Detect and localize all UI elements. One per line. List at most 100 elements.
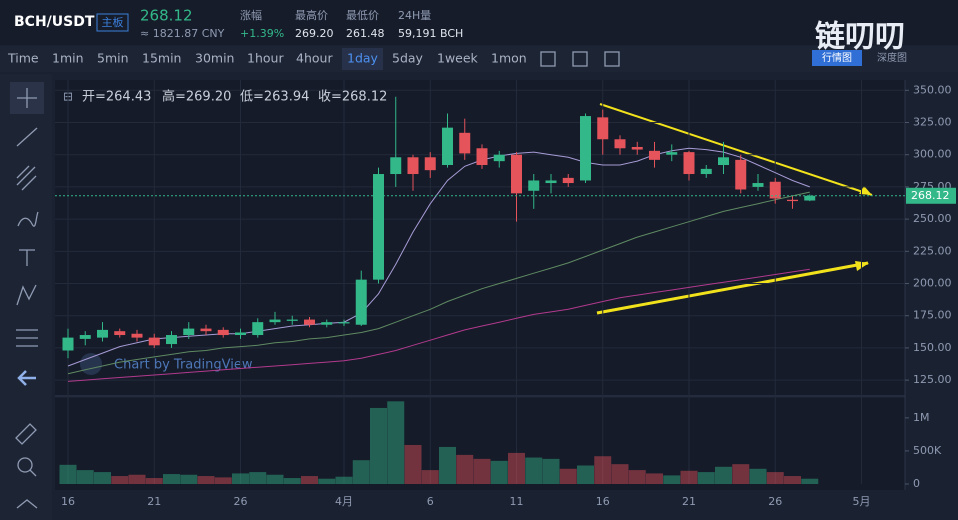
interval[interactable]: 1hour bbox=[247, 51, 284, 66]
brush-icon[interactable] bbox=[17, 211, 39, 227]
candle-body bbox=[769, 181, 781, 199]
candle-body bbox=[545, 180, 557, 184]
volume-bar bbox=[145, 478, 163, 484]
text-icon[interactable] bbox=[19, 249, 35, 266]
interval[interactable]: 15min bbox=[142, 51, 181, 66]
stat-value: +1.39% bbox=[240, 27, 284, 40]
x-tick-label: 6 bbox=[427, 495, 434, 508]
candle-body bbox=[269, 319, 281, 323]
volume-bar bbox=[214, 477, 232, 484]
volume-bar bbox=[525, 457, 543, 484]
toolbar-icon[interactable] bbox=[540, 51, 556, 67]
candle-body bbox=[718, 157, 729, 166]
x-tick-label: 21 bbox=[147, 495, 161, 508]
stat-value: 261.48 bbox=[346, 27, 385, 40]
candle-body bbox=[735, 159, 747, 190]
tools bbox=[10, 82, 44, 509]
stat-value: 59,191 BCH bbox=[398, 27, 463, 40]
interval[interactable]: Time bbox=[7, 51, 39, 66]
tab-active[interactable] bbox=[812, 50, 862, 66]
candle-body bbox=[252, 322, 264, 336]
pattern-icon[interactable] bbox=[16, 284, 37, 306]
line-icon[interactable] bbox=[16, 127, 38, 147]
zoom-icon[interactable] bbox=[17, 457, 33, 473]
y-tick-label: 325.00 bbox=[913, 116, 952, 129]
volume-bar bbox=[266, 474, 284, 484]
interval[interactable]: 5day bbox=[392, 51, 424, 66]
ohlc-legend: 开=264.43 bbox=[82, 90, 151, 105]
tab[interactable]: 深度图 bbox=[877, 51, 907, 64]
x-tick-label: 5月 bbox=[853, 495, 871, 508]
pair: BCH/USDT bbox=[14, 14, 95, 30]
y-tick-label: 150.00 bbox=[913, 341, 952, 354]
candle-body bbox=[235, 332, 246, 336]
volume-bar bbox=[594, 456, 612, 484]
interval[interactable]: 30min bbox=[195, 51, 234, 66]
volume-bar bbox=[508, 452, 525, 484]
candle-body bbox=[752, 183, 764, 187]
volume-bar bbox=[456, 454, 474, 484]
volume-bar bbox=[697, 472, 715, 484]
candle-body bbox=[407, 157, 419, 175]
interval[interactable]: 1week bbox=[437, 51, 479, 66]
x-tick-label: 26 bbox=[768, 495, 782, 508]
volume-tick-label: 500K bbox=[913, 444, 942, 457]
candle-body bbox=[373, 174, 384, 280]
interval[interactable]: 1mon bbox=[491, 51, 527, 66]
board: 主板 bbox=[102, 15, 124, 29]
crosshair-icon[interactable] bbox=[17, 88, 37, 108]
measure-lines-icon[interactable] bbox=[16, 329, 38, 347]
candle-body bbox=[321, 322, 333, 325]
ruler-icon[interactable] bbox=[15, 423, 37, 445]
tab[interactable]: 行情图 bbox=[822, 51, 852, 64]
x-tick-label: 11 bbox=[510, 495, 524, 508]
volume-bar bbox=[301, 476, 318, 484]
candle-body bbox=[286, 319, 298, 321]
candle-body bbox=[338, 322, 350, 324]
volume-bar bbox=[766, 472, 784, 484]
volume-bar bbox=[439, 446, 456, 484]
x-tick-label: 4月 bbox=[335, 495, 353, 508]
volume-bar bbox=[232, 473, 249, 484]
price: 268.12 bbox=[140, 7, 193, 25]
y-tick-label: 225.00 bbox=[913, 244, 952, 257]
moving-average bbox=[67, 268, 810, 382]
candle-body bbox=[390, 157, 402, 175]
logo: 链叨叨 bbox=[815, 20, 905, 55]
x-tick-label: 26 bbox=[234, 495, 248, 508]
volume-bar bbox=[559, 468, 577, 484]
ohlc-legend: 收=268.12 bbox=[318, 90, 387, 105]
interval[interactable]: 1min bbox=[52, 51, 84, 66]
stat-value: 269.20 bbox=[295, 27, 334, 40]
volume-bar bbox=[283, 478, 301, 484]
volume-bar bbox=[197, 476, 215, 484]
toolbar-icon[interactable] bbox=[572, 51, 588, 67]
annotation-arrow-lower bbox=[596, 261, 869, 315]
y-tick-label: 125.00 bbox=[913, 373, 952, 386]
back-icon[interactable] bbox=[17, 370, 36, 386]
candle-body bbox=[597, 117, 609, 140]
stat-label: 最低价 bbox=[346, 9, 379, 22]
candle-body bbox=[700, 168, 712, 175]
toolbar bbox=[0, 46, 958, 72]
candle-body bbox=[562, 177, 574, 184]
x-tick-label: 16 bbox=[596, 495, 610, 508]
interval[interactable]: 1day bbox=[347, 51, 379, 66]
toolbar-icon[interactable] bbox=[604, 51, 620, 67]
candle-body bbox=[804, 195, 816, 201]
volume-tick-label: 1M bbox=[913, 411, 930, 424]
interval[interactable]: 5min bbox=[97, 51, 129, 66]
watermark: Chart by TradingView bbox=[114, 358, 253, 373]
candle-body bbox=[614, 139, 626, 149]
candle-body bbox=[442, 127, 453, 166]
y-tick-label: 300.00 bbox=[913, 148, 952, 161]
y-tick-label: 250.00 bbox=[913, 212, 952, 225]
candle-body bbox=[183, 328, 195, 336]
fib-icon[interactable] bbox=[16, 165, 37, 191]
ohlc-legend: 低=263.94 bbox=[240, 90, 309, 105]
volume-bar bbox=[715, 466, 732, 484]
volume-bar bbox=[628, 470, 646, 484]
volume-bar bbox=[180, 474, 198, 484]
interval[interactable]: 4hour bbox=[296, 51, 333, 66]
